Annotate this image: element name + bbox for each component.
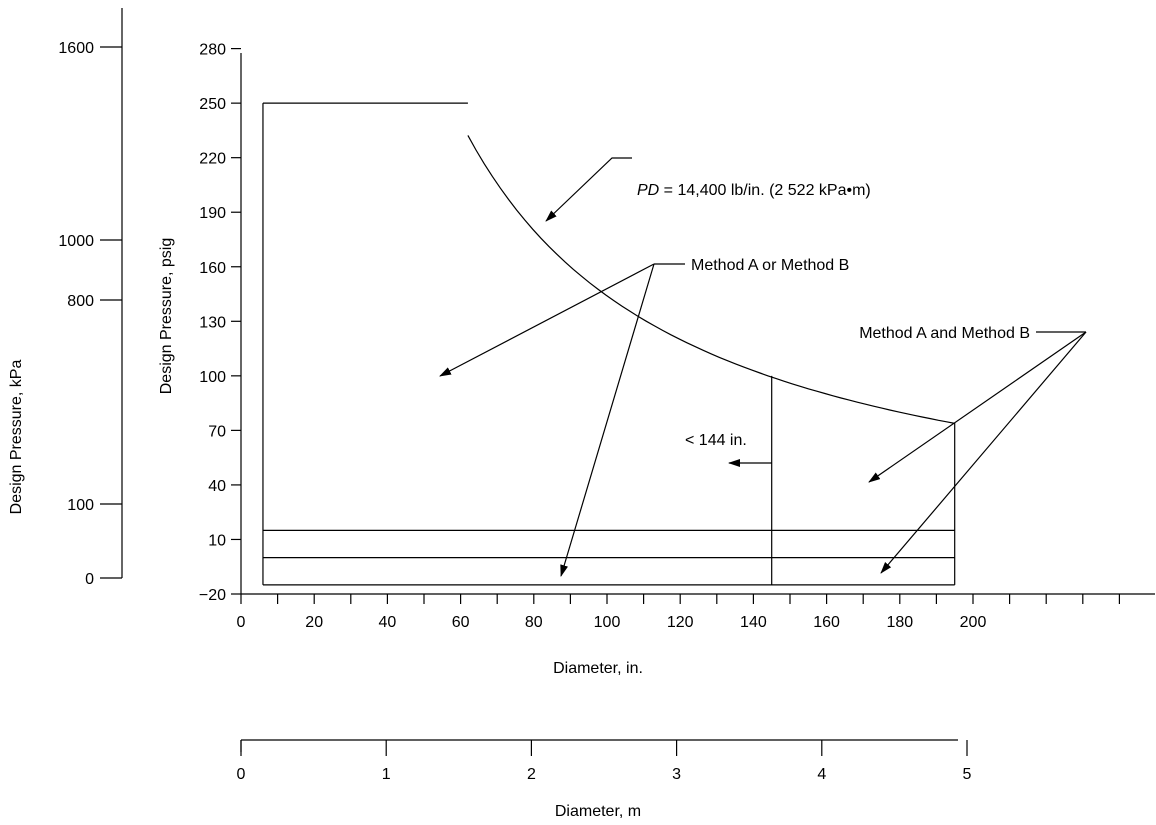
pd-label: PD: [637, 182, 660, 199]
method-a-or-b-label: Method A or Method B: [691, 257, 849, 274]
method-a-or-b-arrow-1: [439, 263, 655, 377]
x-tick-label: 200: [960, 614, 987, 631]
method-a-and-b-label: Method A and Method B: [859, 325, 1030, 342]
pd-leader-arrow: [545, 157, 632, 222]
kpa-axis-title: Design Pressure, kPa: [8, 360, 25, 515]
meter-tick-label: 5: [963, 766, 972, 783]
y-tick-label: 160: [199, 260, 226, 277]
kpa-axis: 0 100 800 1000 1600 Design Pressure, kPa: [8, 8, 123, 588]
meter-tick-label: 2: [527, 766, 536, 783]
pd-curve: [467, 135, 955, 424]
x-tick-label: 0: [237, 614, 246, 631]
x-tick-label: 60: [452, 614, 470, 631]
x-axis-title: Diameter, in.: [553, 660, 643, 677]
kpa-tick-label: 1000: [58, 233, 94, 250]
y-tick-label: 220: [199, 151, 226, 168]
kpa-tick-label: 100: [67, 497, 94, 514]
y-axis-title: Design Pressure, psig: [158, 238, 175, 395]
meter-axis-title: Diameter, m: [555, 803, 641, 820]
region-lines: [262, 102, 956, 586]
y-tick-label: 100: [199, 369, 226, 386]
x-tick-label: 160: [813, 614, 840, 631]
pd-equation: = 14,400 lb/in. (2 522 kPa•m): [659, 182, 871, 199]
x-tick-label: 40: [379, 614, 397, 631]
meter-axis: 0 1 2 3 4 5 Diameter, m: [237, 739, 972, 820]
method-a-and-b-arrow-2: [880, 331, 1087, 574]
y-tick-label: 190: [199, 205, 226, 222]
kpa-tick-label: 1600: [58, 40, 94, 57]
meter-tick-label: 3: [672, 766, 681, 783]
x-tick-label: 100: [594, 614, 621, 631]
x-tick-label: 120: [667, 614, 694, 631]
y-tick-label: 10: [208, 532, 226, 549]
main-plot: −20 10 40 70 100 130 160 190 220 250 280 0 20 40 60 80…: [158, 42, 1155, 677]
x-tick-label: 180: [886, 614, 913, 631]
annotation-method-a-and-b: Method A and Method B: [859, 325, 1087, 574]
y-tick-label: 70: [208, 423, 226, 440]
x-tick-label: 80: [525, 614, 543, 631]
svg-text:PD = 14,400 lb/in. (2 522 kPa•: PD = 14,400 lb/in. (2 522 kPa•m): [637, 182, 871, 199]
y-tick-label: 40: [208, 478, 226, 495]
kpa-tick-label: 0: [85, 571, 94, 588]
meter-tick-label: 0: [237, 766, 246, 783]
y-tick-label: −20: [199, 587, 226, 604]
annotation-method-a-or-b: Method A or Method B: [439, 257, 849, 577]
meter-tick-label: 4: [817, 766, 826, 783]
meter-tick-label: 1: [382, 766, 391, 783]
x-tick-label: 20: [305, 614, 323, 631]
kpa-tick-label: 800: [67, 293, 94, 310]
annotation-pd: PD = 14,400 lb/in. (2 522 kPa•m): [545, 157, 871, 222]
x-tick-label: 140: [740, 614, 767, 631]
method-a-and-b-arrow-1: [868, 331, 1087, 483]
y-tick-label: 280: [199, 42, 226, 59]
y-tick-label: 130: [199, 314, 226, 331]
annotation-less-144: < 144 in.: [685, 432, 772, 467]
less-144-label: < 144 in.: [685, 432, 747, 449]
y-tick-label: 250: [199, 96, 226, 113]
method-a-or-b-arrow-2: [560, 263, 655, 577]
